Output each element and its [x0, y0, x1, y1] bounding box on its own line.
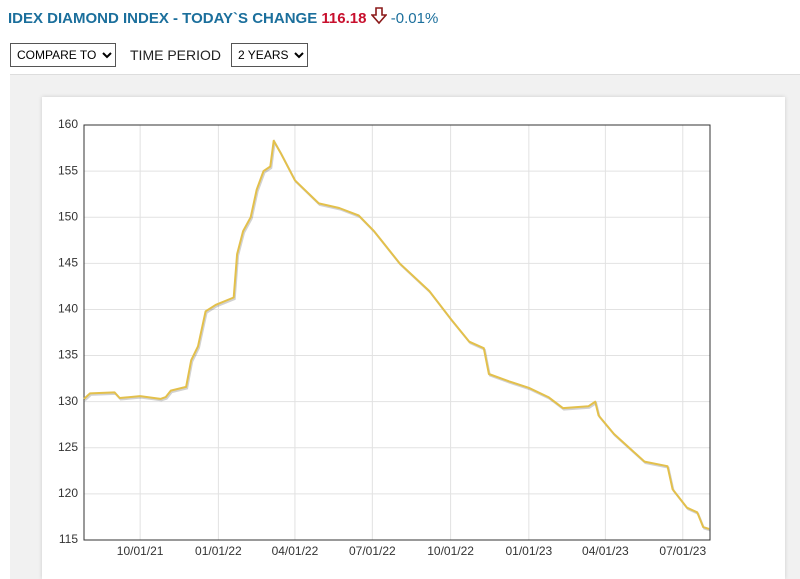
y-tick-label: 155 — [58, 163, 78, 177]
chart: 115 120 125 130 135 140 145 150 155 160 10/01/21 01… — [58, 117, 711, 558]
time-period-label: TIME PERIOD — [130, 47, 222, 63]
y-tick-label: 145 — [58, 256, 78, 270]
y-tick-label: 130 — [58, 394, 78, 408]
x-tick-label: 07/01/22 — [349, 544, 396, 558]
change: -0.01% — [390, 10, 439, 27]
x-tick-label: 10/01/21 — [117, 544, 164, 558]
x-tick-label: 04/01/22 — [272, 544, 319, 558]
header-title: IDEX DIAMOND INDEX - TODAY`S CHANGE — [8, 10, 318, 27]
x-tick-label: 01/01/22 — [195, 544, 242, 558]
plot-frame — [83, 124, 711, 541]
x-tick-label: 07/01/23 — [659, 544, 706, 558]
line-shadow — [84, 139, 711, 532]
x-tick-label: 04/01/23 — [582, 544, 629, 558]
x-tick-label: 01/01/23 — [505, 544, 552, 558]
chart-card: 115 120 125 130 135 140 145 150 155 160 10/01/21 01… — [42, 97, 785, 579]
y-tick-label: 120 — [58, 486, 78, 500]
compare-select[interactable]: COMPARE TO — [10, 43, 116, 67]
x-tick-label: 10/01/22 — [427, 544, 474, 558]
y-tick-label: 135 — [58, 348, 78, 362]
y-tick-label: 150 — [58, 209, 78, 223]
current-value: 116.18 — [321, 10, 367, 27]
y-tick-label: 125 — [58, 440, 78, 454]
y-tick-label: 160 — [58, 117, 78, 131]
down-arrow — [369, 7, 388, 25]
y-tick-label: 115 — [59, 532, 78, 546]
controls: COMPARE TO TIME PERIOD 2 YEARS — [10, 43, 309, 67]
series-line — [83, 139, 710, 530]
header: IDEX DIAMOND INDEX - TODAY`S CHANGE 116.… — [8, 7, 438, 27]
y-tick-label: 140 — [58, 302, 78, 316]
period-select[interactable]: 2 YEARS — [231, 43, 309, 67]
